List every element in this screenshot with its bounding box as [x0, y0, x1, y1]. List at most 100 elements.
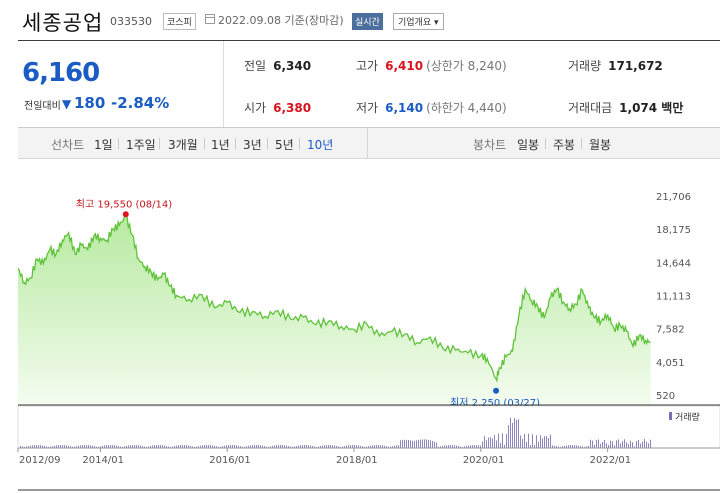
volume-bar: [372, 445, 373, 448]
volume-bar: [36, 445, 37, 448]
volume-bar: [464, 446, 465, 448]
volume-bar: [124, 446, 125, 448]
volume-bar: [88, 445, 89, 448]
volume-bar: [206, 445, 207, 448]
volume-bar: [446, 445, 447, 448]
volume-bar: [154, 445, 155, 448]
volume-bar: [350, 445, 351, 448]
volume-bar: [486, 440, 487, 448]
volume-bar: [478, 445, 479, 448]
volume-bar: [116, 445, 117, 448]
volume-bar: [326, 445, 327, 448]
volume-bar: [540, 435, 541, 448]
volume-bar: [210, 445, 211, 448]
volume-bar: [22, 446, 23, 448]
volume-bar: [198, 446, 199, 448]
volume-bar: [630, 440, 631, 448]
header-divider: [18, 40, 720, 41]
volume-bar: [108, 445, 109, 448]
volume-bar: [574, 445, 575, 448]
tab-1w[interactable]: 1주일: [126, 138, 156, 152]
volume-bar: [460, 446, 461, 448]
volume-bar: [164, 445, 165, 448]
tab-weekly[interactable]: 주봉: [553, 138, 576, 152]
stat-low: 저가 6,140 (하한가 4,440): [356, 101, 507, 115]
volume-bar: [254, 445, 255, 448]
volume-bar: [78, 445, 79, 448]
volume-bar: [214, 445, 215, 448]
volume-bar: [294, 446, 295, 448]
volume-bar: [256, 445, 257, 448]
volume-bar: [514, 418, 515, 448]
volume-bar: [628, 443, 629, 448]
volume-bar: [340, 446, 341, 448]
volume-bar: [112, 445, 113, 448]
volume-bar: [150, 445, 151, 448]
volume-bar: [104, 445, 105, 448]
volume-bar: [502, 433, 503, 448]
candle-chart-label: 봉차트: [473, 138, 507, 152]
tab-10y[interactable]: 10년: [307, 138, 334, 152]
volume-bar: [208, 445, 209, 448]
tab-daily[interactable]: 일봉: [517, 138, 540, 152]
tab-1d[interactable]: 1일: [94, 138, 113, 152]
volume-bar: [306, 445, 307, 448]
y-tick-label: 4,051: [656, 358, 685, 369]
volume-bar: [28, 446, 29, 448]
volume-bar: [252, 445, 253, 448]
volume-bar: [258, 445, 259, 448]
volume-bar: [558, 446, 559, 448]
volume-bar: [110, 445, 111, 448]
volume-bar: [392, 446, 393, 448]
volume-bar: [290, 446, 291, 448]
volume-bar: [318, 446, 319, 448]
volume-bar: [512, 422, 513, 448]
high-annotation: 최고 19,550 (08/14): [76, 198, 172, 210]
tab-5y[interactable]: 5년: [275, 138, 294, 152]
tab-monthly[interactable]: 월봉: [589, 138, 612, 152]
volume-bar: [122, 446, 123, 448]
volume-bar: [438, 446, 439, 448]
volume-bar: [188, 445, 189, 448]
volume-bar: [492, 438, 493, 448]
volume-bar: [528, 433, 529, 448]
chart-tabs: 선차트 1일 1주일 3개월 1년 3년 5년 10년 봉차트 일봉 주봉 월봉: [18, 128, 720, 159]
price-area: [18, 216, 651, 405]
volume-bar: [374, 445, 375, 448]
volume-bar: [62, 445, 63, 448]
stat-trade-value: 거래대금 1,074 백만: [568, 101, 684, 115]
volume-bar: [518, 419, 519, 448]
volume-bar: [324, 445, 325, 448]
tab-1y[interactable]: 1년: [211, 138, 230, 152]
volume-bar: [342, 446, 343, 448]
tab-3m[interactable]: 3개월: [168, 138, 198, 152]
volume-bar: [204, 445, 205, 448]
volume-bar: [508, 425, 509, 448]
company-info-dropdown[interactable]: 기업개요 ▾: [393, 13, 444, 30]
volume-bar: [542, 438, 543, 448]
stat-open: 시가 6,380: [244, 101, 312, 115]
volume-bar: [64, 445, 65, 448]
tab-3y[interactable]: 3년: [243, 138, 262, 152]
volume-bar: [320, 446, 321, 448]
volume-bar: [604, 440, 605, 448]
volume-bar: [128, 445, 129, 448]
volume-bar: [32, 445, 33, 448]
volume-bar: [428, 439, 429, 448]
volume-bar: [220, 446, 221, 448]
volume-bar: [626, 442, 627, 448]
volume-bar: [278, 445, 279, 448]
volume-bar: [284, 445, 285, 448]
realtime-button[interactable]: 실시간: [352, 13, 383, 30]
volume-bar: [40, 445, 41, 448]
volume-bar: [566, 445, 567, 448]
volume-bar: [582, 446, 583, 448]
volume-bar: [384, 445, 385, 448]
volume-bar: [52, 446, 53, 448]
volume-bar: [58, 445, 59, 448]
volume-bar: [510, 417, 511, 448]
stat-volume: 거래량 171,672: [568, 59, 663, 73]
y-tick-label: 21,706: [656, 192, 691, 203]
volume-bar: [590, 439, 591, 448]
volume-bar: [412, 440, 413, 448]
